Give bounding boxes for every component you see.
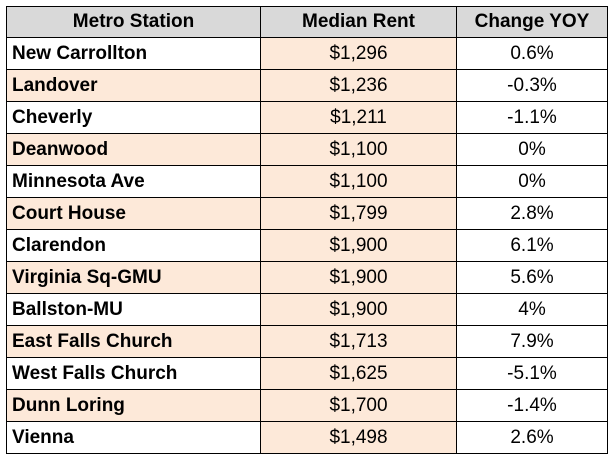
station-cell: Cheverly [6,101,261,134]
rent-cell: $1,498 [260,421,457,454]
rent-cell: $1,799 [260,197,457,230]
header-median-rent: Median Rent [260,6,457,38]
table-row: Landover $1,236 -0.3% [6,69,608,102]
table-row: East Falls Church $1,713 7.9% [6,325,608,358]
rent-cell: $1,100 [260,165,457,198]
metro-rent-table: Metro Station Median Rent Change YOY New… [6,6,608,454]
change-cell: 7.9% [456,325,608,358]
table-row: Cheverly $1,211 -1.1% [6,101,608,134]
change-cell: 5.6% [456,261,608,294]
rent-cell: $1,211 [260,101,457,134]
change-cell: 0% [456,165,608,198]
change-cell: 0.6% [456,37,608,70]
table-row: Virginia Sq-GMU $1,900 5.6% [6,261,608,294]
change-cell: 2.6% [456,421,608,454]
rent-cell: $1,700 [260,389,457,422]
station-cell: Minnesota Ave [6,165,261,198]
change-cell: -5.1% [456,357,608,390]
change-cell: -0.3% [456,69,608,102]
table-row: Vienna $1,498 2.6% [6,421,608,454]
table-row: Clarendon $1,900 6.1% [6,229,608,262]
header-change-yoy: Change YOY [456,6,608,38]
rent-cell: $1,713 [260,325,457,358]
station-cell: Ballston-MU [6,293,261,326]
table-row: Minnesota Ave $1,100 0% [6,165,608,198]
change-cell: -1.1% [456,101,608,134]
station-cell: Vienna [6,421,261,454]
table-row: Court House $1,799 2.8% [6,197,608,230]
rent-cell: $1,900 [260,229,457,262]
station-cell: Court House [6,197,261,230]
rent-cell: $1,236 [260,69,457,102]
change-cell: -1.4% [456,389,608,422]
rent-cell: $1,296 [260,37,457,70]
station-cell: Deanwood [6,133,261,166]
table-row: West Falls Church $1,625 -5.1% [6,357,608,390]
station-cell: Virginia Sq-GMU [6,261,261,294]
table-row: New Carrollton $1,296 0.6% [6,37,608,70]
change-cell: 6.1% [456,229,608,262]
header-row: Metro Station Median Rent Change YOY [6,6,608,38]
station-cell: Landover [6,69,261,102]
change-cell: 0% [456,133,608,166]
station-cell: New Carrollton [6,37,261,70]
station-cell: Dunn Loring [6,389,261,422]
station-cell: Clarendon [6,229,261,262]
station-cell: East Falls Church [6,325,261,358]
table-row: Deanwood $1,100 0% [6,133,608,166]
rent-cell: $1,900 [260,261,457,294]
change-cell: 4% [456,293,608,326]
change-cell: 2.8% [456,197,608,230]
station-cell: West Falls Church [6,357,261,390]
rent-cell: $1,900 [260,293,457,326]
table-row: Ballston-MU $1,900 4% [6,293,608,326]
rent-cell: $1,100 [260,133,457,166]
table-row: Dunn Loring $1,700 -1.4% [6,389,608,422]
rent-cell: $1,625 [260,357,457,390]
header-metro-station: Metro Station [6,6,261,38]
